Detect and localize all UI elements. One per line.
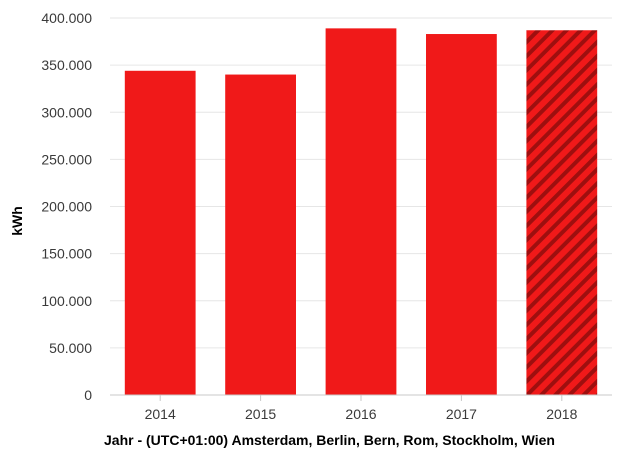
bar-2018[interactable] (526, 30, 598, 395)
y-tick-label: 50.000 (49, 340, 92, 356)
tick-labels: 0 50.000 100.000 150.000 200.000 250.000 300.0… (41, 10, 577, 422)
x-axis-title: Jahr - (UTC+01:00) Amsterdam, Berlin, Be… (104, 432, 555, 448)
bar-2017[interactable] (426, 34, 497, 396)
x-tick-label: 2014 (145, 406, 176, 422)
y-axis-title: kWh (9, 206, 25, 236)
axes (110, 394, 612, 401)
bar-2016[interactable] (325, 28, 397, 396)
x-tick-label: 2015 (245, 406, 276, 422)
x-tick-label: 2016 (345, 406, 376, 422)
y-tick-label: 350.000 (41, 57, 92, 73)
bar-2014[interactable] (124, 70, 196, 395)
bars (124, 28, 598, 396)
y-tick-label: 250.000 (41, 151, 92, 167)
y-tick-label: 0 (84, 387, 92, 403)
y-tick-label: 400.000 (41, 10, 92, 26)
y-tick-label: 150.000 (41, 246, 92, 262)
y-tick-label: 300.000 (41, 104, 92, 120)
x-tick-label: 2017 (446, 406, 477, 422)
bar-2015[interactable] (225, 74, 296, 396)
y-tick-label: 200.000 (41, 199, 92, 215)
y-tick-label: 100.000 (41, 293, 92, 309)
x-tick-label: 2018 (546, 406, 577, 422)
